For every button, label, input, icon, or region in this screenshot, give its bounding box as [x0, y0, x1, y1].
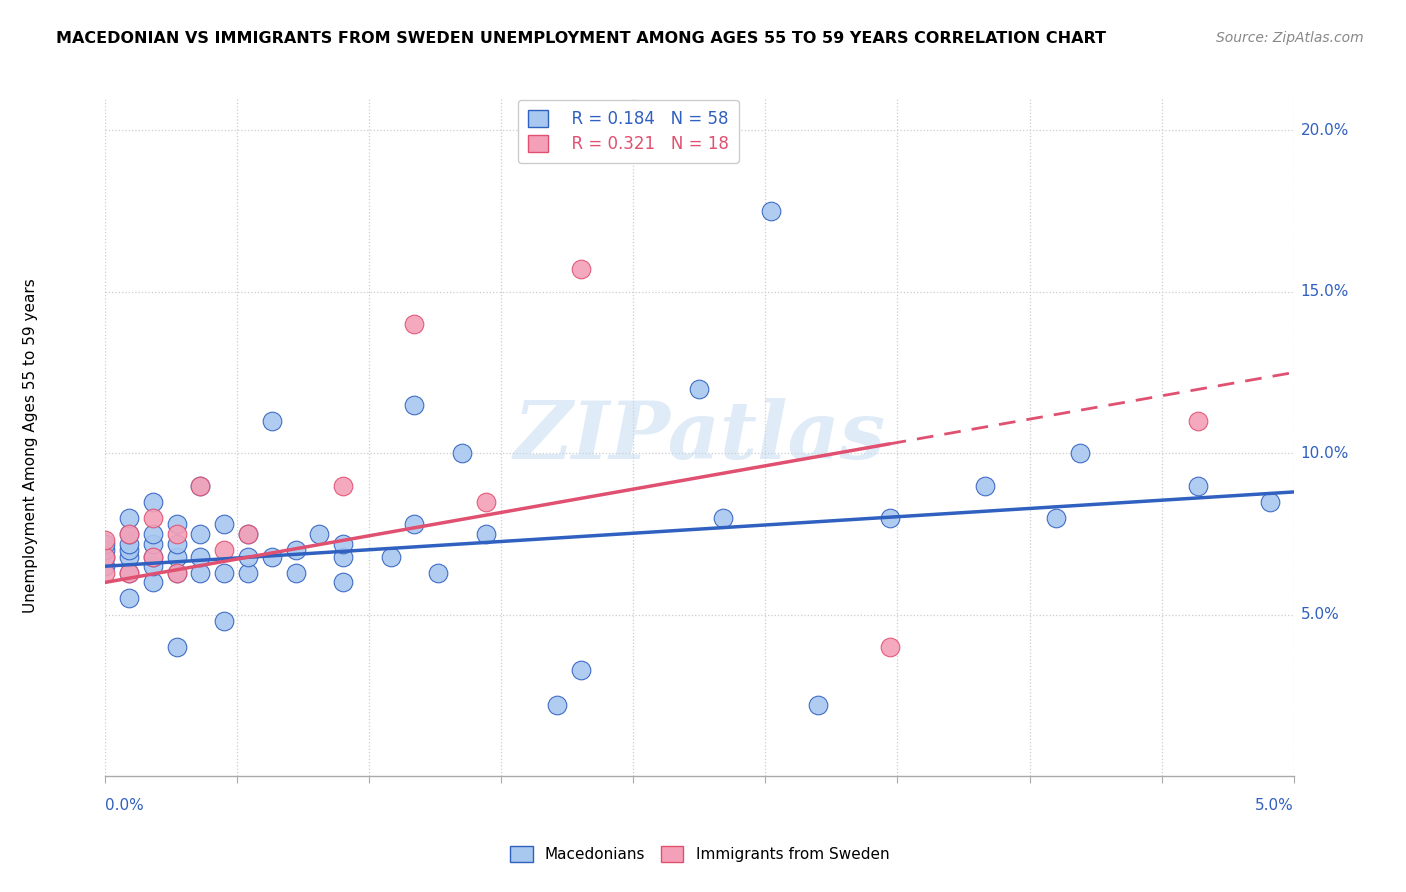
Point — [118, 566, 141, 580]
Point — [166, 536, 188, 550]
Point — [332, 536, 354, 550]
Point — [118, 566, 141, 580]
Point — [284, 543, 307, 558]
Point — [166, 566, 188, 580]
Point — [1187, 478, 1209, 492]
Text: Unemployment Among Ages 55 to 59 years: Unemployment Among Ages 55 to 59 years — [24, 278, 38, 614]
Point — [332, 478, 354, 492]
Legend: Macedonians, Immigrants from Sweden: Macedonians, Immigrants from Sweden — [502, 838, 897, 870]
Point — [94, 559, 117, 574]
Point — [118, 543, 141, 558]
Point — [427, 566, 450, 580]
Point — [94, 543, 117, 558]
Point — [214, 517, 236, 532]
Point — [142, 527, 165, 541]
Point — [474, 527, 496, 541]
Point — [474, 494, 496, 508]
Point — [711, 510, 734, 524]
Point — [94, 549, 117, 564]
Point — [380, 549, 402, 564]
Text: Source: ZipAtlas.com: Source: ZipAtlas.com — [1216, 31, 1364, 45]
Point — [284, 566, 307, 580]
Point — [404, 398, 426, 412]
Point — [118, 591, 141, 606]
Point — [1045, 510, 1067, 524]
Text: 15.0%: 15.0% — [1301, 285, 1348, 300]
Point — [404, 317, 426, 331]
Point — [879, 510, 901, 524]
Point — [94, 566, 117, 580]
Point — [166, 517, 188, 532]
Point — [166, 549, 188, 564]
Point — [118, 549, 141, 564]
Point — [546, 698, 568, 712]
Point — [569, 663, 592, 677]
Point — [142, 559, 165, 574]
Point — [118, 527, 141, 541]
Text: 5.0%: 5.0% — [1301, 607, 1340, 622]
Point — [1069, 446, 1091, 460]
Point — [190, 478, 212, 492]
Point — [236, 566, 259, 580]
Point — [118, 527, 141, 541]
Point — [214, 543, 236, 558]
Point — [214, 614, 236, 628]
Text: ZIPatlas: ZIPatlas — [513, 399, 886, 475]
Point — [94, 549, 117, 564]
Point — [142, 510, 165, 524]
Point — [450, 446, 472, 460]
Point — [190, 478, 212, 492]
Point — [94, 536, 117, 550]
Point — [308, 527, 330, 541]
Point — [118, 510, 141, 524]
Point — [118, 536, 141, 550]
Text: 10.0%: 10.0% — [1301, 446, 1348, 461]
Point — [689, 382, 711, 396]
Point — [190, 527, 212, 541]
Point — [236, 527, 259, 541]
Point — [166, 527, 188, 541]
Point — [166, 640, 188, 654]
Point — [142, 575, 165, 590]
Point — [142, 536, 165, 550]
Point — [142, 494, 165, 508]
Text: 5.0%: 5.0% — [1254, 798, 1294, 814]
Point — [1258, 494, 1281, 508]
Point — [166, 566, 188, 580]
Point — [332, 575, 354, 590]
Text: 20.0%: 20.0% — [1301, 123, 1348, 138]
Point — [142, 549, 165, 564]
Point — [973, 478, 995, 492]
Point — [214, 566, 236, 580]
Point — [190, 566, 212, 580]
Point — [807, 698, 830, 712]
Point — [236, 549, 259, 564]
Text: MACEDONIAN VS IMMIGRANTS FROM SWEDEN UNEMPLOYMENT AMONG AGES 55 TO 59 YEARS CORR: MACEDONIAN VS IMMIGRANTS FROM SWEDEN UNE… — [56, 31, 1107, 46]
Point — [1187, 414, 1209, 428]
Point — [94, 533, 117, 548]
Point — [190, 549, 212, 564]
Point — [332, 549, 354, 564]
Point — [260, 414, 283, 428]
Point — [759, 204, 782, 219]
Point — [236, 527, 259, 541]
Point — [569, 262, 592, 277]
Point — [879, 640, 901, 654]
Point — [142, 549, 165, 564]
Text: 0.0%: 0.0% — [105, 798, 145, 814]
Point — [260, 549, 283, 564]
Point — [404, 517, 426, 532]
